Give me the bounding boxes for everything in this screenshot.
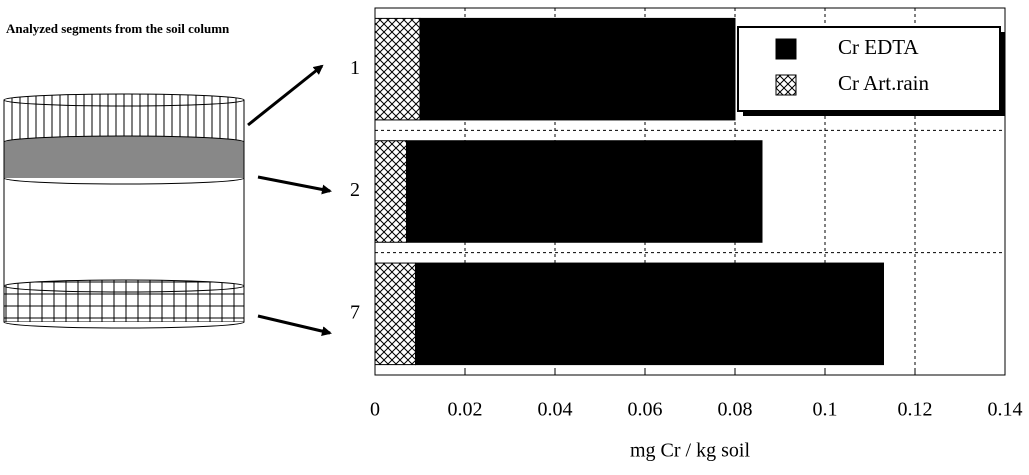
- y-tick-label: 1: [350, 57, 360, 79]
- x-tick-label: 0.1: [813, 399, 838, 421]
- bar-segment: [415, 262, 884, 366]
- diagram-title: Analyzed segments from the soil column: [6, 21, 230, 36]
- x-tick-label: 0.04: [538, 399, 573, 421]
- x-tick-label: 0.06: [628, 399, 663, 421]
- bar-segment: [374, 17, 421, 121]
- x-tick-label: 0.08: [718, 399, 753, 421]
- arrows: [247, 64, 332, 337]
- legend-swatch: [775, 74, 797, 96]
- y-tick-label: 2: [350, 179, 360, 201]
- x-tick-label: 0.12: [898, 399, 933, 421]
- x-tick-label: 0: [370, 399, 380, 421]
- plot-frame: [374, 7, 1006, 376]
- bar-segment: [374, 140, 407, 243]
- legend-swatch: [775, 38, 797, 60]
- bar-segment: [406, 140, 763, 243]
- bar-segment: [419, 17, 736, 121]
- x-tick-label: 0.02: [448, 399, 483, 421]
- soil-column: [3, 93, 245, 329]
- legend-label: Cr Art.rain: [838, 71, 929, 95]
- legend-label: Cr EDTA: [838, 35, 919, 59]
- bar-segment: [374, 262, 416, 366]
- x-tick-label: 0.14: [988, 399, 1023, 421]
- y-tick-label: 7: [350, 301, 360, 323]
- x-axis-label: mg Cr / kg soil: [630, 440, 750, 462]
